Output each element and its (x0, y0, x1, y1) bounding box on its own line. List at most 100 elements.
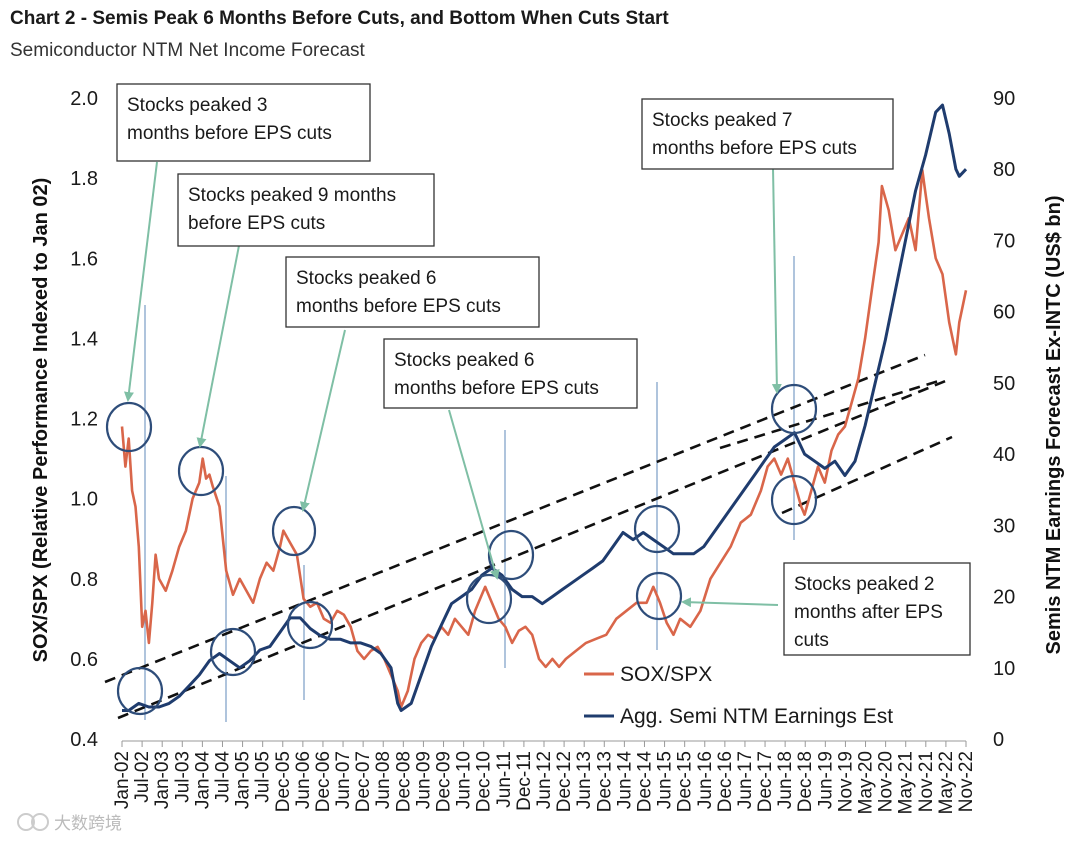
chart-subtitle: Semiconductor NTM Net Income Forecast (10, 40, 365, 61)
x-tick-label: Nov-21 (916, 751, 937, 812)
x-tick-label: Jan-03 (152, 751, 173, 809)
watermark-text: 大数跨境 (54, 814, 122, 833)
annotation-arrow (448, 409, 500, 580)
y-tick-right: 10 (993, 658, 1015, 680)
highlight-circle (635, 571, 683, 621)
y-tick-left: 0.8 (70, 569, 98, 591)
highlight-circle (770, 474, 818, 526)
highlight-circle (487, 529, 535, 581)
x-tick-label: Jun-13 (574, 751, 595, 809)
annotation-box-frame (285, 256, 540, 328)
x-tick-label: Dec-08 (393, 751, 414, 812)
x-tick-label: Jul-03 (172, 751, 193, 803)
highlight-circle (209, 627, 257, 677)
annotation-arrow (196, 224, 244, 448)
y-tick-left: 1.6 (70, 248, 98, 270)
annotation-text-line: months before EPS cuts (127, 123, 332, 144)
annotation-box-frame (116, 83, 371, 162)
x-tick-label: Dec-18 (795, 751, 816, 812)
x-tick-label: Dec-15 (675, 751, 696, 812)
annotation-box-frame (641, 98, 894, 170)
trend-line-dashed (719, 378, 943, 450)
earnings-est-line (122, 103, 968, 712)
x-tick-label: Jun-12 (534, 751, 555, 809)
annotation-arrow (681, 597, 779, 608)
x-tick-label: Jul-04 (212, 751, 233, 803)
highlight-circle (286, 600, 334, 650)
x-tick-label: Jul-02 (132, 751, 153, 803)
x-tick-label: Dec-17 (755, 751, 776, 812)
y-tick-right: 60 (993, 302, 1015, 324)
x-tick-label: Jun-16 (695, 751, 716, 809)
x-tick-label: Nov-22 (956, 751, 977, 812)
y-tick-left: 2.0 (70, 88, 98, 110)
watermark: 大数跨境 (17, 813, 122, 833)
x-tick-label: Dec-10 (474, 751, 495, 812)
annotation-box: Stocks peaked 3 months before EPS cuts (116, 83, 371, 162)
annotation-text-line: cuts (794, 630, 829, 651)
x-tick-label: Jun-07 (333, 751, 354, 809)
annotation-text-line: Stocks peaked 9 months (188, 185, 396, 206)
y-tick-right: 20 (993, 587, 1015, 609)
x-tick-label: Dec-09 (434, 751, 455, 812)
annotation-text-line: Stocks peaked 6 (296, 268, 436, 289)
annotation-arrow (124, 161, 158, 402)
highlight-circle (465, 573, 513, 625)
x-tick-label: May-21 (896, 751, 917, 814)
annotation-text-line: Stocks peaked 3 (127, 95, 267, 116)
x-tick-label: Jun-17 (735, 751, 756, 809)
annotation-text-line: before EPS cuts (188, 213, 325, 234)
highlight-circle (105, 401, 153, 453)
y-tick-left: 1.8 (70, 168, 98, 190)
annotation-box: Stocks peaked 6 months before EPS cuts (285, 256, 540, 328)
x-tick-label: Dec-13 (594, 751, 615, 812)
x-tick-label: May-22 (936, 751, 957, 814)
y-tick-right: 50 (993, 373, 1015, 395)
x-tick-label: Nov-19 (835, 751, 856, 812)
y-tick-right: 90 (993, 88, 1015, 110)
legend-label-earnings: Agg. Semi NTM Earnings Est (620, 705, 893, 728)
y-tick-right: 80 (993, 159, 1015, 181)
y-tick-right: 0 (993, 729, 1004, 751)
trend-line-dashed (104, 353, 926, 684)
x-tick-label: Dec-12 (554, 751, 575, 812)
y-tick-left: 1.0 (70, 489, 98, 511)
trend-line-dashed (117, 378, 949, 720)
y-axis-label-left: SOX/SPX (Relative Performance Indexed to… (30, 178, 52, 663)
x-tick-label: Jul-05 (253, 751, 274, 803)
highlight-circle (271, 505, 317, 557)
x-tick-label: Jun-19 (815, 751, 836, 809)
x-tick-label: Dec-16 (715, 751, 736, 812)
annotation-arrow (771, 167, 782, 394)
x-tick-label: Dec-07 (353, 751, 374, 812)
y-tick-left: 1.2 (70, 409, 98, 431)
y-tick-left: 0.4 (70, 729, 98, 751)
y-axis-label-right: Semis NTM Earnings Forecast Ex-INTC (US$… (1043, 196, 1065, 655)
y-tick-right: 30 (993, 515, 1015, 537)
annotation-text-line: Stocks peaked 7 (652, 110, 792, 131)
y-tick-left: 0.6 (70, 649, 98, 671)
sox-spx-line (120, 168, 968, 709)
annotation-box: Stocks peaked 2 months after EPS cuts (783, 562, 971, 656)
annotation-text-line: months before EPS cuts (652, 138, 857, 159)
chart-title: Chart 2 - Semis Peak 6 Months Before Cut… (10, 8, 669, 29)
highlight-circle (116, 666, 164, 716)
x-tick-label: Dec-05 (273, 751, 294, 812)
highlight-circle (633, 504, 681, 554)
x-tick-label: Jun-14 (614, 751, 635, 810)
annotation-text-line: months after EPS (794, 602, 943, 623)
x-tick-label: Jun-09 (413, 751, 434, 809)
x-tick-label: Jan-04 (192, 751, 213, 810)
x-tick-label: May-20 (856, 751, 877, 814)
x-tick-label: Dec-06 (313, 751, 334, 812)
x-tick-label: Jan-02 (112, 751, 133, 809)
annotation-text-line: months before EPS cuts (296, 296, 501, 317)
annotation-box: Stocks peaked 7 months before EPS cuts (641, 98, 894, 170)
y-tick-left: 1.4 (70, 328, 98, 350)
x-tick-label: Jun-06 (293, 751, 314, 809)
annotation-box: Stocks peaked 6 months before EPS cuts (383, 338, 638, 409)
highlight-circle (770, 383, 818, 435)
annotation-text-line: Stocks peaked 2 (794, 574, 934, 595)
annotation-text-line: months before EPS cuts (394, 378, 599, 399)
x-tick-label: Nov-20 (876, 751, 897, 812)
